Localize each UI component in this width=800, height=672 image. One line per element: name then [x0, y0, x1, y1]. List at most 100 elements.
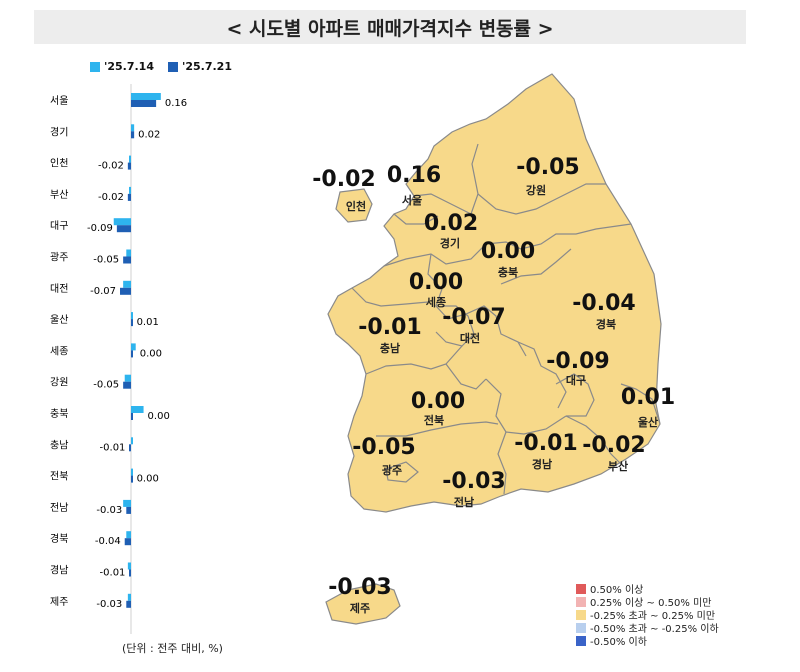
value-label-11: -0.01 — [100, 442, 126, 453]
category-label-16: 제주 — [50, 596, 68, 608]
bar-prev-12 — [131, 468, 133, 476]
category-label-11: 충남 — [50, 439, 68, 451]
map-legend-item-4: -0.50% 이하 — [576, 634, 719, 648]
bar-prev-5 — [126, 249, 131, 257]
bar-this-0 — [131, 100, 157, 107]
map-region-14: 부산 — [608, 459, 628, 473]
map-region-10: 전북 — [424, 413, 444, 427]
bar-this-7 — [131, 319, 133, 327]
map-region-5: 세종 — [426, 295, 446, 309]
bar-prev-4 — [113, 218, 131, 226]
bar-prev-8 — [131, 343, 136, 351]
bar-prev-3 — [129, 186, 131, 194]
map-value-5: 0.00 — [409, 270, 463, 295]
map-legend-item-3: -0.50% 초과 ~ -0.25% 이하 — [576, 621, 719, 635]
value-label-6: -0.07 — [90, 286, 116, 297]
map-legend-label-2: -0.25% 초과 ~ 0.25% 미만 — [590, 611, 716, 622]
map-region-0: 인천 — [346, 199, 366, 213]
map-value-14: -0.02 — [582, 433, 645, 458]
map-region-15: 전남 — [454, 495, 474, 509]
bar-prev-10 — [131, 406, 144, 413]
map-legend-item-1: 0.25% 이상 ~ 0.50% 미만 — [576, 595, 719, 609]
map-value-0: -0.02 — [312, 167, 375, 192]
category-label-12: 전북 — [50, 471, 68, 483]
value-label-4: -0.09 — [87, 223, 113, 234]
legend-label-prev: '25.7.14 — [104, 60, 154, 73]
category-label-5: 광주 — [50, 252, 68, 264]
map-jeju — [325, 583, 401, 625]
map-value-9: -0.09 — [546, 349, 609, 374]
value-label-10: 0.00 — [148, 411, 170, 422]
value-label-14: -0.04 — [95, 536, 121, 547]
category-label-0: 서울 — [50, 95, 68, 107]
value-label-9: -0.05 — [93, 380, 119, 391]
bar-prev-15 — [127, 562, 131, 570]
map-value-10: 0.00 — [411, 389, 465, 414]
value-label-7: 0.01 — [137, 317, 159, 328]
map-legend-label-3: -0.50% 초과 ~ -0.25% 이하 — [590, 624, 719, 635]
map-legend: 0.50% 이상 0.25% 이상 ~ 0.50% 미만 -0.25% 초과 ~ 0… — [576, 582, 719, 648]
value-label-15: -0.01 — [100, 568, 126, 579]
map-region-8: 대전 — [460, 331, 480, 345]
legend-item-this: '25.7.21 — [168, 60, 232, 73]
map-region-12: 광주 — [382, 464, 402, 477]
bar-this-10 — [131, 413, 133, 420]
bar-this-8 — [131, 350, 133, 358]
map-value-8: -0.07 — [442, 305, 505, 330]
map-value-4: 0.00 — [481, 239, 535, 264]
bar-prev-0 — [131, 93, 161, 100]
map-legend-item-0: 0.50% 이상 — [576, 582, 719, 596]
bar-prev-1 — [131, 124, 135, 132]
map-legend-label-0: 0.50% 이상 — [590, 585, 644, 596]
bar-this-4 — [116, 225, 131, 233]
category-label-2: 인천 — [50, 158, 68, 170]
category-label-8: 세종 — [50, 345, 68, 357]
map-value-11: 0.01 — [621, 385, 675, 410]
bar-this-15 — [129, 569, 131, 577]
map-region-6: 경북 — [596, 317, 616, 331]
map-legend-label-1: 0.25% 이상 ~ 0.50% 미만 — [590, 598, 712, 609]
map-region-13: 경남 — [532, 457, 552, 471]
value-label-1: 0.02 — [138, 129, 160, 140]
category-label-15: 경남 — [50, 564, 68, 577]
map-legend-label-4: -0.50% 이하 — [590, 637, 647, 648]
map-region-11: 울산 — [638, 415, 658, 429]
value-label-0: 0.16 — [165, 98, 187, 109]
value-label-2: -0.02 — [98, 161, 124, 172]
bar-prev-13 — [123, 499, 131, 507]
bar-this-14 — [124, 538, 131, 546]
value-label-12: 0.00 — [137, 474, 159, 485]
value-label-5: -0.05 — [93, 255, 119, 266]
bar-this-16 — [126, 600, 131, 608]
bar-prev-11 — [131, 437, 133, 445]
map-region-2: 강원 — [526, 183, 546, 197]
unit-note: (단위 : 전주 대비, %) — [122, 642, 223, 655]
bar-this-1 — [131, 131, 135, 139]
map-region-9: 대구 — [566, 373, 586, 387]
map-legend-swatch-0 — [576, 583, 586, 594]
bar-this-11 — [129, 444, 131, 452]
map-legend-swatch-3 — [576, 622, 586, 633]
bar-this-12 — [131, 475, 133, 483]
value-label-8: 0.00 — [140, 348, 162, 359]
bar-this-2 — [127, 162, 131, 170]
value-label-16: -0.03 — [96, 599, 122, 610]
bar-this-3 — [127, 193, 131, 201]
value-label-3: -0.02 — [98, 192, 124, 203]
bar-prev-6 — [123, 280, 131, 288]
category-label-14: 경북 — [50, 532, 68, 545]
map-value-7: -0.01 — [358, 315, 421, 340]
legend-label-this: '25.7.21 — [182, 60, 232, 73]
bar-legend: '25.7.14 '25.7.21 — [90, 60, 232, 73]
category-label-1: 경기 — [50, 125, 68, 138]
map-value-6: -0.04 — [572, 291, 635, 316]
map-region-7: 충남 — [380, 341, 400, 355]
bar-this-6 — [120, 287, 131, 295]
chart-title: < 시도별 아파트 매매가격지수 변동률 > — [34, 10, 746, 44]
map-value-16: -0.03 — [328, 575, 391, 600]
map-incheon — [335, 188, 373, 223]
category-label-7: 울산 — [50, 314, 68, 326]
map-region-4: 충북 — [498, 265, 518, 279]
